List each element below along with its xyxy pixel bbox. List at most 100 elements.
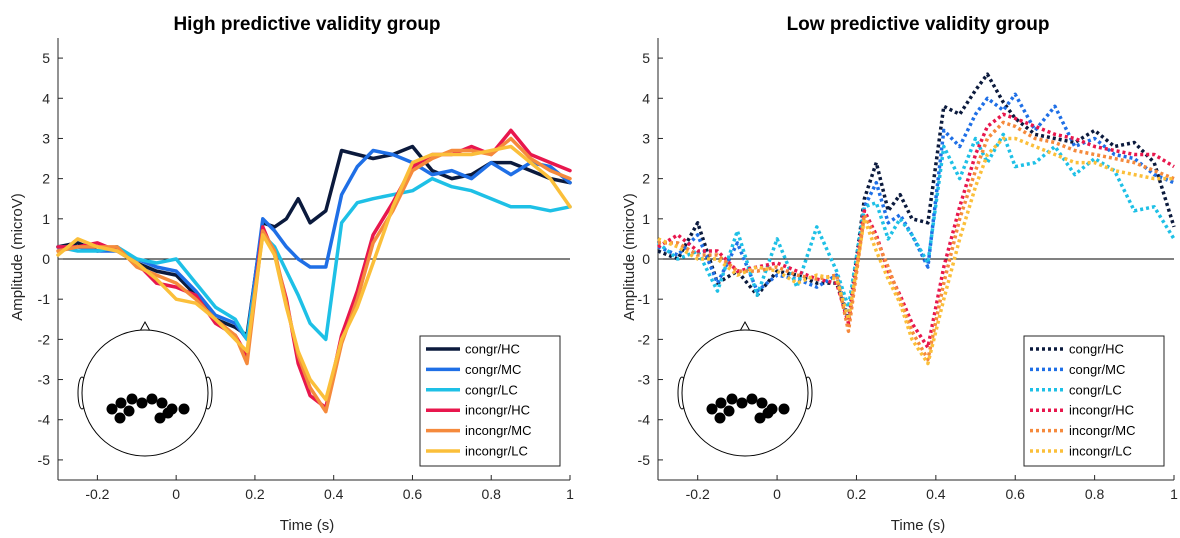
y-tick-label: -4 [38,412,51,428]
series-line-congr-hc [657,72,1176,322]
y-tick-label: 3 [642,130,650,146]
y-tick-label: -2 [38,331,51,347]
legend: congr/HC congr/MC congr/LC incongr/HC incong… [419,335,561,467]
electrode [106,403,118,415]
legend-label: congr/HC [465,342,520,357]
x-axis-label: Time (s) [280,517,334,534]
electrode [714,412,726,424]
x-tick-label: -0.2 [686,486,710,502]
x-tick-label: 0 [172,486,180,502]
y-tick-label: 1 [642,211,650,227]
y-tick-label: -5 [638,452,651,468]
legend-label: congr/MC [1069,362,1125,377]
legend-box [1023,335,1165,467]
electrode [114,412,126,424]
x-tick-label: 0.6 [403,486,423,502]
electrode [136,397,148,409]
legend-label: congr/HC [1069,342,1124,357]
series-line-incongr-lc [657,136,1174,366]
electrode [126,393,138,405]
series-line-incongr-mc [56,136,572,414]
panel-title: Low predictive validity group [787,14,1050,35]
electrode [115,397,127,409]
y-tick-label: -4 [638,412,651,428]
y-tick-label: 0 [642,251,650,267]
series-line-congr-mc [657,92,1175,322]
electrode [746,393,758,405]
y-axis-label: Amplitude (microV) [621,193,638,321]
head-outline [81,329,209,457]
legend-label: incongr/HC [465,403,530,418]
legend: congr/HC congr/MC congr/LC incongr/HC incong… [1023,335,1165,467]
series-line-congr-lc [56,176,572,342]
legend-label: incongr/LC [465,444,528,459]
electrode [178,403,190,415]
y-axis-label: Amplitude (microV) [9,193,26,321]
electrode [778,403,790,415]
legend-label: incongr/MC [465,423,531,438]
electrode [726,393,738,405]
series-line-congr-hc [56,144,572,338]
electrode [162,407,174,419]
y-tick-label: -2 [638,331,651,347]
x-tick-label: 0 [773,486,781,502]
y-tick-label: 5 [642,50,650,66]
x-tick-label: 0.2 [847,486,867,502]
electrode [762,407,774,419]
series-line-congr-mc [56,148,572,342]
y-tick-label: -3 [638,372,651,388]
y-tick-label: -5 [38,452,51,468]
head-outline [681,329,809,457]
series-line-incongr-hc [56,128,572,410]
legend-label: incongr/LC [1069,444,1132,459]
x-tick-label: 0.8 [481,486,501,502]
y-tick-label: -1 [638,291,651,307]
legend-label: incongr/MC [1069,423,1135,438]
axes: -5 -4 -3 -2 -1 0 1 2 3 4 5 -0.2 0 0.2 0.4 0.6 0.8 1 [38,38,574,502]
y-tick-label: 3 [42,130,50,146]
x-tick-label: 1 [566,486,574,502]
electrode [156,397,168,409]
x-tick-label: 0.6 [1005,486,1025,502]
y-tick-label: 2 [642,171,650,187]
panel-low-predictive-validity: Low predictive validity group Time (s) A… [621,14,1178,534]
y-tick-label: -1 [38,291,51,307]
x-tick-label: 0.4 [324,486,344,502]
legend-label: incongr/HC [1069,403,1134,418]
y-tick-label: -3 [38,372,51,388]
series-line-incongr-hc [657,112,1175,350]
electrode [723,405,735,417]
y-tick-label: 2 [42,171,50,187]
series-line-incongr-mc [658,120,1175,362]
electrode [146,393,158,405]
electrode [754,412,766,424]
x-tick-label: 1 [1170,486,1178,502]
panel-title: High predictive validity group [173,14,440,35]
x-tick-label: 0.2 [245,486,265,502]
panel-high-predictive-validity: High predictive validity group Time (s) … [9,14,574,534]
legend-label: congr/LC [1069,382,1122,397]
series-lines [56,128,572,414]
electrode [154,412,166,424]
x-tick-label: -0.2 [85,486,109,502]
electrode [715,397,727,409]
y-tick-label: 4 [42,90,50,106]
y-tick-label: 4 [642,90,650,106]
x-tick-label: 0.8 [1085,486,1105,502]
series-lines [656,72,1176,366]
electrode [756,397,768,409]
scalp-electrode-map-icon [677,320,813,457]
legend-label: congr/MC [465,362,521,377]
x-tick-label: 0.4 [926,486,946,502]
series-line-incongr-lc [56,144,572,402]
y-tick-label: 1 [42,211,50,227]
scalp-electrode-map-icon [77,320,213,457]
y-tick-label: 0 [42,251,50,267]
x-axis-label: Time (s) [891,517,945,534]
legend-label: congr/LC [465,382,518,397]
electrode [706,403,718,415]
legend-box [419,335,561,467]
electrode [736,397,748,409]
series-line-congr-lc [656,132,1176,309]
